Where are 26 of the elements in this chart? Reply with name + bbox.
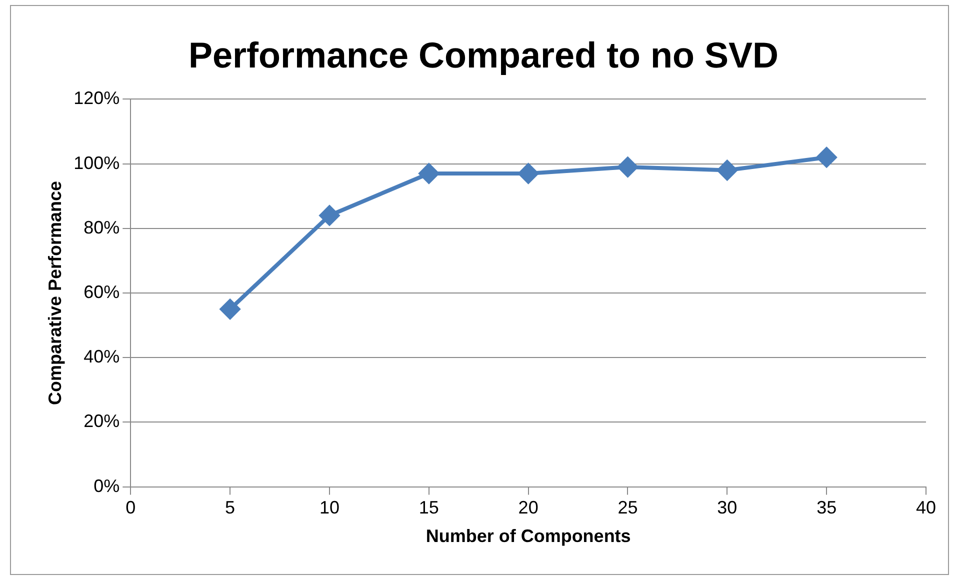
y-tick-label: 0%: [94, 476, 120, 496]
y-tick-label: 60%: [84, 282, 120, 302]
x-tick-label: 15: [418, 498, 439, 518]
x-tick-label: 0: [126, 498, 136, 518]
x-tick-label: 40: [916, 498, 936, 518]
y-tick-label: 120%: [74, 88, 120, 108]
point: [418, 163, 439, 184]
x-tick-label: 10: [319, 498, 340, 518]
x-tick-label: 20: [518, 498, 538, 518]
x-tick-label: 30: [717, 498, 738, 518]
y-tick-label: 20%: [84, 411, 120, 432]
y-tick-label: 100%: [74, 152, 120, 173]
point: [816, 147, 837, 168]
point: [220, 299, 240, 320]
point: [717, 160, 738, 180]
y-tick-label: 40%: [84, 346, 120, 367]
x-tick-label: 35: [816, 498, 837, 518]
point: [618, 157, 638, 178]
y-tick-label: 80%: [84, 217, 120, 238]
y-axis-title: Comparative Performance: [44, 180, 65, 406]
point: [319, 205, 340, 226]
point: [518, 163, 538, 184]
x-tick-label: 5: [225, 498, 236, 518]
x-axis-title: Number of Components: [426, 526, 631, 546]
x-tick-label: 25: [618, 498, 638, 518]
chart-title: Performance Compared to no SVD: [188, 34, 779, 76]
